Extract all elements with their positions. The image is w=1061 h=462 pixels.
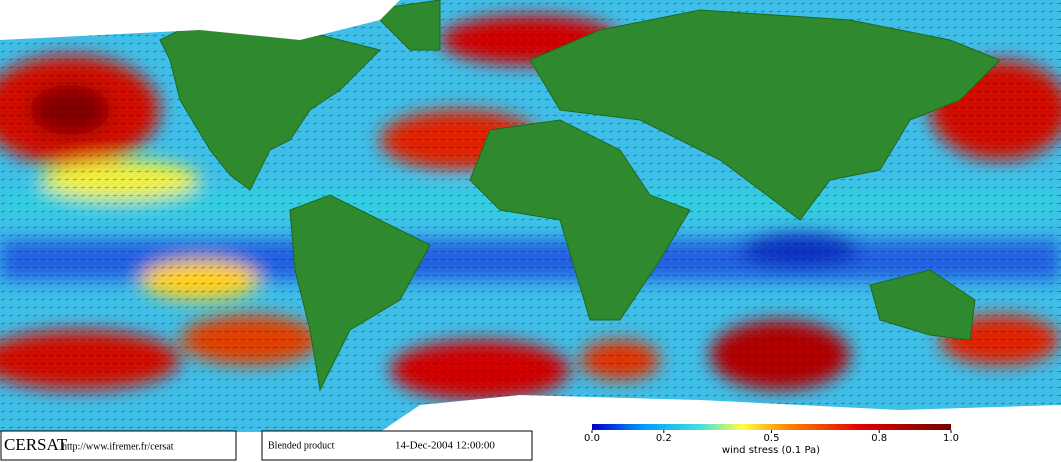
date: 14-Dec-2004 12:00:00	[395, 440, 495, 452]
antarctica	[380, 395, 1061, 432]
colorbar-tick-label: 0.8	[871, 433, 887, 444]
product: Blended product	[268, 440, 335, 451]
colorbar-tick-label: 0.0	[584, 433, 600, 444]
colorbar-tick-label: 0.2	[656, 433, 672, 444]
colorbar-tick-label: 1.0	[943, 433, 959, 444]
url: http://www.ifremer.fr/cersat	[62, 441, 174, 452]
colorbar-label: wind stress (0.1 Pa)	[722, 445, 820, 456]
land	[159, 0, 1001, 392]
logo-box	[0, 430, 237, 461]
colorbar-tick-label: 0.5	[764, 433, 780, 444]
colorbar	[592, 424, 951, 430]
ice	[0, 0, 400, 40]
logo: CERSAT	[4, 435, 68, 454]
product-box	[261, 430, 533, 461]
